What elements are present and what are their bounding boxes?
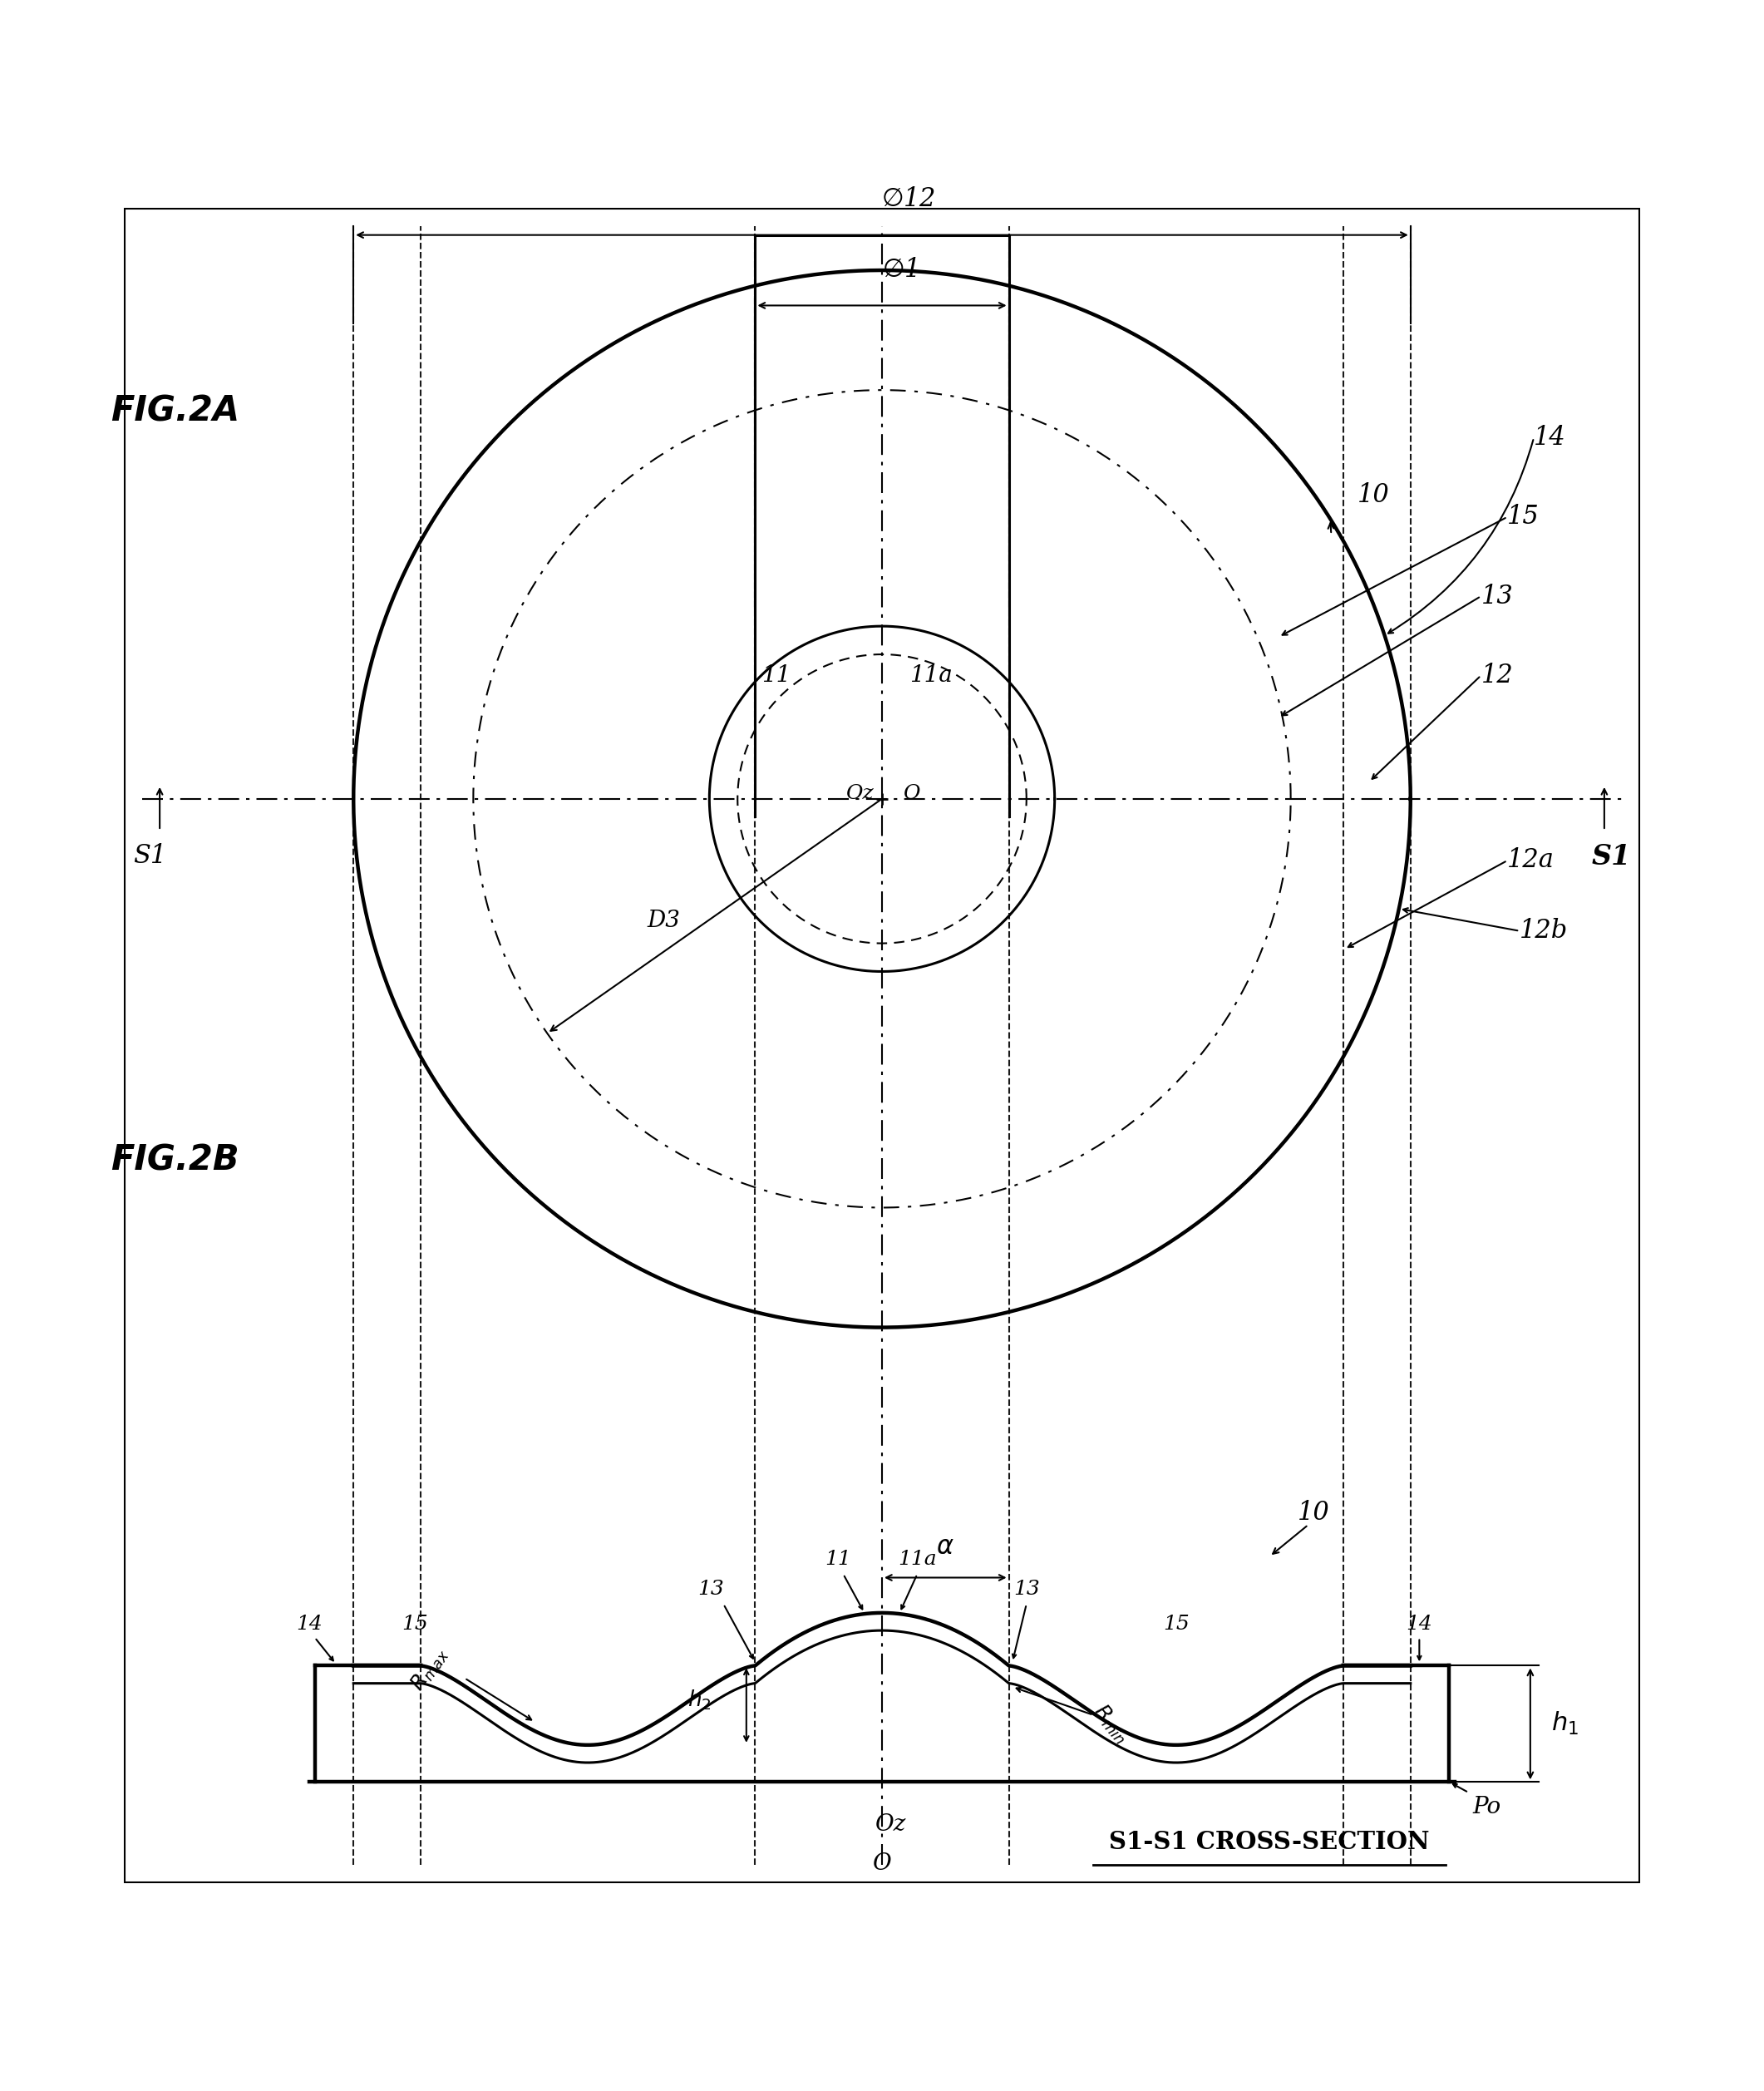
Text: $h_1$: $h_1$ bbox=[1552, 1710, 1579, 1738]
Text: Oz: Oz bbox=[875, 1813, 907, 1836]
Text: 13: 13 bbox=[1482, 583, 1514, 608]
Text: FIG.2B: FIG.2B bbox=[111, 1142, 238, 1177]
Text: 10: 10 bbox=[1298, 1499, 1330, 1524]
Text: 11: 11 bbox=[762, 665, 790, 686]
Text: Oz: Oz bbox=[845, 784, 873, 803]
Bar bbox=[125, 209, 1639, 1882]
Text: $h_2$: $h_2$ bbox=[688, 1687, 711, 1713]
Text: 12a: 12a bbox=[1508, 847, 1554, 874]
Text: O: O bbox=[903, 784, 921, 803]
Text: S1-S1 CROSS-SECTION: S1-S1 CROSS-SECTION bbox=[1110, 1830, 1431, 1855]
Text: 14: 14 bbox=[296, 1614, 323, 1633]
Text: $\emptyset$1: $\emptyset$1 bbox=[882, 257, 917, 282]
Text: 12b: 12b bbox=[1521, 918, 1568, 943]
Text: 15: 15 bbox=[1508, 504, 1540, 529]
Text: 14: 14 bbox=[1406, 1614, 1432, 1633]
Text: 11a: 11a bbox=[898, 1549, 937, 1568]
Text: S1: S1 bbox=[134, 843, 168, 868]
Text: 11: 11 bbox=[826, 1549, 852, 1568]
Text: 11a: 11a bbox=[910, 665, 953, 686]
Text: D3: D3 bbox=[647, 910, 681, 933]
Text: 13: 13 bbox=[699, 1579, 725, 1600]
Text: 14: 14 bbox=[1535, 424, 1566, 450]
Text: 15: 15 bbox=[402, 1614, 429, 1633]
Text: FIG.2A: FIG.2A bbox=[111, 393, 240, 429]
Text: O: O bbox=[873, 1853, 891, 1876]
Text: 12: 12 bbox=[1482, 663, 1514, 688]
Text: 15: 15 bbox=[1162, 1614, 1189, 1633]
Text: 13: 13 bbox=[1013, 1579, 1039, 1600]
Text: Po: Po bbox=[1473, 1796, 1501, 1819]
Text: S1: S1 bbox=[1591, 843, 1630, 870]
Text: $\emptyset$12: $\emptyset$12 bbox=[882, 186, 935, 211]
Text: $R_{min}$: $R_{min}$ bbox=[1088, 1700, 1132, 1748]
Text: 10: 10 bbox=[1358, 483, 1390, 508]
Text: $\alpha$: $\alpha$ bbox=[937, 1535, 954, 1560]
Text: $R_{max}$: $R_{max}$ bbox=[406, 1644, 452, 1696]
